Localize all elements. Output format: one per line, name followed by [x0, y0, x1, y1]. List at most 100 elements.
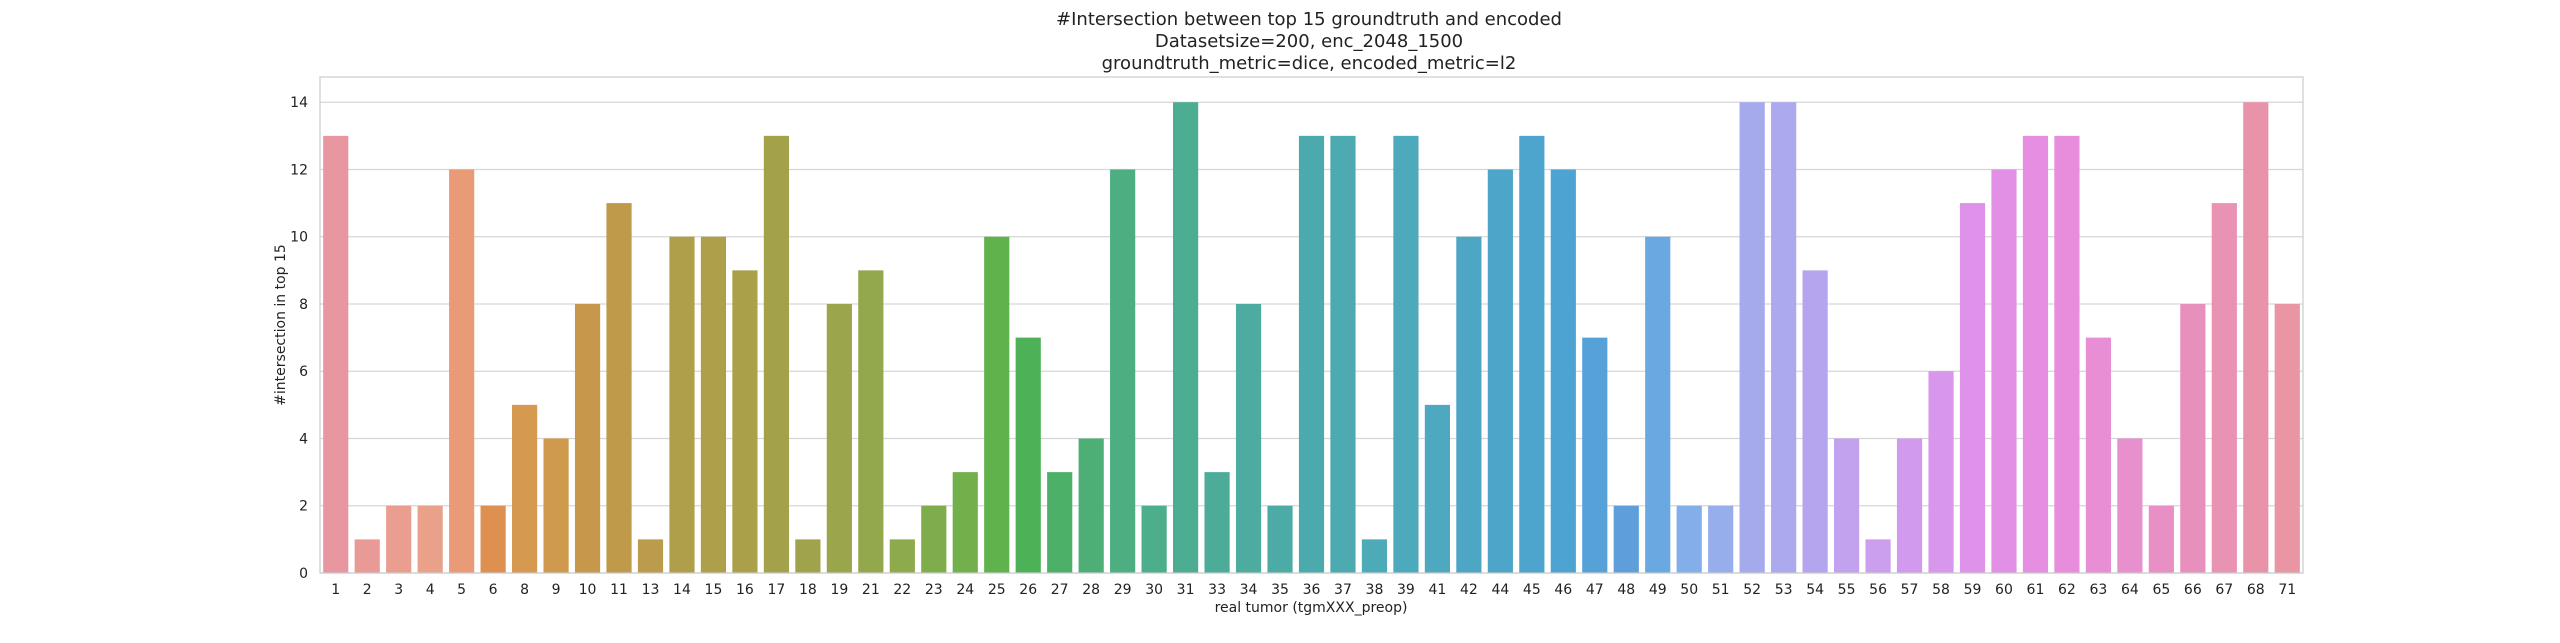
- x-tick-label: 67: [2215, 582, 2233, 598]
- y-tick-label: 12: [290, 162, 308, 178]
- bar-35: [1267, 505, 1293, 573]
- y-axis-label: #intersection in top 15: [273, 244, 289, 406]
- x-tick-label: 38: [1366, 582, 1384, 598]
- x-tick-label: 28: [1082, 582, 1100, 598]
- bar-31: [1173, 102, 1199, 573]
- chart-title-line-1: #Intersection between top 15 groundtruth…: [1056, 9, 1562, 30]
- bar-4: [417, 505, 443, 573]
- bar-60: [1991, 169, 2017, 573]
- x-tick-label: 66: [2184, 582, 2202, 598]
- x-tick-label: 19: [830, 582, 848, 598]
- x-tick-label: 1: [331, 582, 340, 598]
- bar-57: [1896, 438, 1923, 573]
- bar-45: [1519, 135, 1545, 573]
- bar-68: [2243, 102, 2269, 573]
- bar-58: [1928, 371, 1954, 573]
- bar-29: [1110, 169, 1136, 573]
- chart-title-line-2: Datasetsize=200, enc_2048_1500: [1155, 31, 1463, 52]
- x-tick-label: 3: [394, 582, 403, 598]
- bar-1: [323, 135, 349, 573]
- x-tick-label: 30: [1145, 582, 1163, 598]
- bar-52: [1739, 102, 1765, 573]
- y-tick-label: 10: [290, 230, 308, 246]
- x-tick-label: 68: [2247, 582, 2265, 598]
- x-tick-label: 26: [1019, 582, 1037, 598]
- bar-64: [2117, 438, 2143, 573]
- y-tick-label: 4: [299, 431, 308, 447]
- bar-41: [1424, 404, 1450, 573]
- x-tick-label: 5: [457, 582, 466, 598]
- bar-26: [1015, 337, 1041, 573]
- x-tick-label: 44: [1491, 582, 1509, 598]
- y-tick-label: 0: [299, 566, 308, 582]
- bar-9: [543, 438, 569, 573]
- x-tick-label: 21: [862, 582, 880, 598]
- bar-18: [795, 539, 821, 573]
- bar-36: [1298, 135, 1325, 573]
- bar-48: [1613, 505, 1639, 573]
- bar-39: [1393, 135, 1419, 573]
- bar-21: [858, 270, 884, 573]
- x-tick-label: 9: [552, 582, 561, 598]
- bar-27: [1047, 472, 1073, 573]
- bar-63: [2085, 337, 2111, 573]
- bar-28: [1078, 438, 1104, 573]
- x-tick-label: 45: [1523, 582, 1541, 598]
- plot-frame: [319, 76, 2304, 574]
- x-tick-label: 59: [1964, 582, 1982, 598]
- bar-8: [512, 404, 538, 573]
- x-tick-label: 39: [1397, 582, 1415, 598]
- bar-59: [1959, 203, 1986, 574]
- bar-61: [2022, 135, 2049, 573]
- bar-11: [606, 203, 632, 574]
- x-tick-label: 57: [1901, 582, 1919, 598]
- x-tick-label: 48: [1617, 582, 1635, 598]
- x-tick-label: 61: [2027, 582, 2045, 598]
- x-tick-label: 49: [1649, 582, 1667, 598]
- x-tick-label: 56: [1869, 582, 1887, 598]
- x-tick-label: 8: [520, 582, 529, 598]
- bar-2: [354, 539, 380, 573]
- x-tick-label: 34: [1240, 582, 1258, 598]
- bar-30: [1141, 505, 1167, 573]
- bar-17: [763, 135, 789, 573]
- bar-49: [1645, 236, 1671, 573]
- bar-66: [2180, 303, 2206, 573]
- bar-33: [1204, 472, 1230, 573]
- bar-46: [1550, 169, 1576, 573]
- bar-16: [732, 270, 758, 573]
- x-tick-label: 10: [579, 582, 597, 598]
- bar-25: [984, 236, 1010, 573]
- bar-6: [480, 505, 506, 573]
- bar-19: [826, 303, 852, 573]
- y-tick-labels: 0 2 4 6 8 10 12 14: [290, 95, 308, 582]
- x-tick-label: 71: [2278, 582, 2296, 598]
- x-tick-label: 24: [956, 582, 974, 598]
- x-tick-label: 4: [426, 582, 435, 598]
- y-tick-label: 14: [290, 95, 308, 111]
- x-tick-label: 46: [1554, 582, 1572, 598]
- x-tick-label: 25: [988, 582, 1006, 598]
- bar-65: [2148, 505, 2174, 573]
- bars: [323, 102, 2300, 574]
- bar-3: [386, 505, 412, 573]
- x-tick-label: 60: [1995, 582, 2013, 598]
- bar-44: [1487, 169, 1513, 573]
- x-tick-label: 65: [2152, 582, 2170, 598]
- bar-56: [1865, 539, 1891, 573]
- x-tick-label: 18: [799, 582, 817, 598]
- x-axis-label: real tumor (tgmXXX_preop): [1215, 600, 1408, 616]
- x-tick-label: 14: [673, 582, 691, 598]
- x-tick-label: 53: [1775, 582, 1793, 598]
- bar-14: [669, 236, 695, 573]
- x-tick-label: 29: [1114, 582, 1132, 598]
- bar-34: [1235, 303, 1262, 573]
- chart-title: #Intersection between top 15 groundtruth…: [1056, 9, 1562, 74]
- x-tick-label: 58: [1932, 582, 1950, 598]
- x-tick-label: 42: [1460, 582, 1478, 598]
- bar-24: [952, 472, 978, 573]
- x-tick-label: 51: [1712, 582, 1730, 598]
- bar-5: [449, 169, 475, 573]
- x-tick-label: 36: [1303, 582, 1321, 598]
